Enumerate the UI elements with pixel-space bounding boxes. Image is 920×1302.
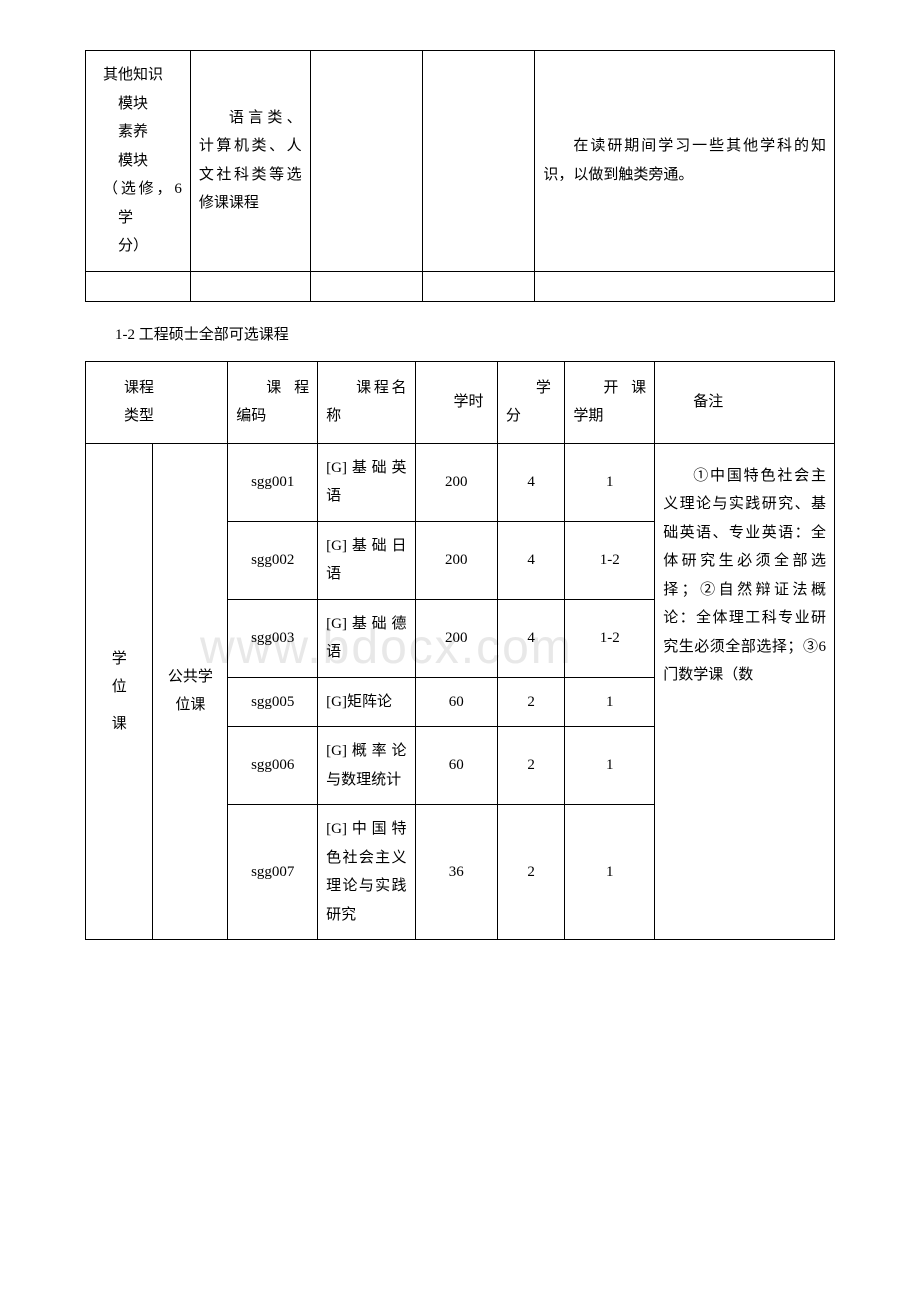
module-text: 分） bbox=[118, 232, 182, 261]
module-text: （选修，6 学 bbox=[118, 175, 182, 232]
group-public: 公共学位课 bbox=[153, 443, 228, 940]
courses-cell: 语言类、计算机类、人文社科类等选修课课程 bbox=[190, 51, 310, 272]
course-credits: 4 bbox=[497, 599, 564, 677]
module-text: 其他知识 bbox=[118, 61, 182, 90]
group-text: 课 bbox=[94, 710, 144, 739]
course-name: [G]基础英语 bbox=[318, 443, 415, 521]
course-hours: 36 bbox=[415, 805, 497, 940]
note-text: 在读研期间学习一些其他学科的知识，以做到触类旁通。 bbox=[543, 132, 826, 189]
empty-cell bbox=[310, 51, 422, 272]
header-name: 课程名称 bbox=[318, 361, 415, 443]
course-term: 1-2 bbox=[565, 599, 655, 677]
module-text: 模块 bbox=[118, 147, 182, 176]
header-text: 课程 bbox=[94, 374, 219, 403]
table-header-row: 课程 类型 课程编码 课程名称 学时 学分 开课学期 备注 bbox=[86, 361, 835, 443]
empty-cell bbox=[535, 271, 835, 301]
empty-cell bbox=[423, 51, 535, 272]
empty-cell bbox=[310, 271, 422, 301]
course-hours: 60 bbox=[415, 677, 497, 727]
group-text: 学 bbox=[94, 645, 144, 674]
header-term: 开课学期 bbox=[565, 361, 655, 443]
table-row: 其他知识 模块 素养 模块 （选修，6 学 分） 语言类、计算机类、人文社科类等… bbox=[86, 51, 835, 272]
course-name: [G]矩阵论 bbox=[318, 677, 415, 727]
group-text: 位 bbox=[94, 673, 144, 702]
header-text: 类型 bbox=[94, 402, 219, 431]
course-credits: 4 bbox=[497, 443, 564, 521]
course-credits: 4 bbox=[497, 521, 564, 599]
header-remark: 备注 bbox=[655, 361, 835, 443]
table-caption: 1-2 工程硕士全部可选课程 bbox=[85, 322, 835, 349]
header-code: 课程编码 bbox=[228, 361, 318, 443]
note-cell: 在读研期间学习一些其他学科的知识，以做到触类旁通。 bbox=[535, 51, 835, 272]
course-hours: 60 bbox=[415, 727, 497, 805]
course-term: 1 bbox=[565, 443, 655, 521]
course-code: sgg003 bbox=[228, 599, 318, 677]
module-cell: 其他知识 模块 素养 模块 （选修，6 学 分） bbox=[86, 51, 191, 272]
course-hours: 200 bbox=[415, 521, 497, 599]
course-term: 1 bbox=[565, 727, 655, 805]
course-hours: 200 bbox=[415, 443, 497, 521]
table-row bbox=[86, 271, 835, 301]
header-hours: 学时 bbox=[415, 361, 497, 443]
course-code: sgg002 bbox=[228, 521, 318, 599]
course-table: 课程 类型 课程编码 课程名称 学时 学分 开课学期 备注 学 位 课 公共学位… bbox=[85, 361, 835, 941]
course-code: sgg007 bbox=[228, 805, 318, 940]
course-name: [G]中国特色社会主义理论与实践研究 bbox=[318, 805, 415, 940]
course-name: [G]基础德语 bbox=[318, 599, 415, 677]
module-text: 素养 bbox=[118, 118, 182, 147]
group-degree: 学 位 课 bbox=[86, 443, 153, 940]
empty-cell bbox=[86, 271, 191, 301]
course-credits: 2 bbox=[497, 677, 564, 727]
course-credits: 2 bbox=[497, 805, 564, 940]
table-row: 学 位 课 公共学位课 sgg001 [G]基础英语 200 4 1 ①中国特色… bbox=[86, 443, 835, 521]
header-credits: 学分 bbox=[497, 361, 564, 443]
course-code: sgg006 bbox=[228, 727, 318, 805]
course-name: [G]概率论与数理统计 bbox=[318, 727, 415, 805]
remarks-text: ①中国特色社会主义理论与实践研究、基础英语、专业英语：全体研究生必须全部选择；②… bbox=[663, 462, 826, 690]
header-course-type: 课程 类型 bbox=[86, 361, 228, 443]
module-table: 其他知识 模块 素养 模块 （选修，6 学 分） 语言类、计算机类、人文社科类等… bbox=[85, 50, 835, 302]
module-text: 模块 bbox=[118, 90, 182, 119]
remarks-cell: ①中国特色社会主义理论与实践研究、基础英语、专业英语：全体研究生必须全部选择；②… bbox=[655, 443, 835, 940]
empty-cell bbox=[423, 271, 535, 301]
course-credits: 2 bbox=[497, 727, 564, 805]
course-code: sgg001 bbox=[228, 443, 318, 521]
course-code: sgg005 bbox=[228, 677, 318, 727]
course-name: [G]基础日语 bbox=[318, 521, 415, 599]
courses-text: 语言类、计算机类、人文社科类等选修课课程 bbox=[199, 104, 302, 218]
course-term: 1 bbox=[565, 805, 655, 940]
course-hours: 200 bbox=[415, 599, 497, 677]
empty-cell bbox=[190, 271, 310, 301]
course-term: 1-2 bbox=[565, 521, 655, 599]
course-term: 1 bbox=[565, 677, 655, 727]
